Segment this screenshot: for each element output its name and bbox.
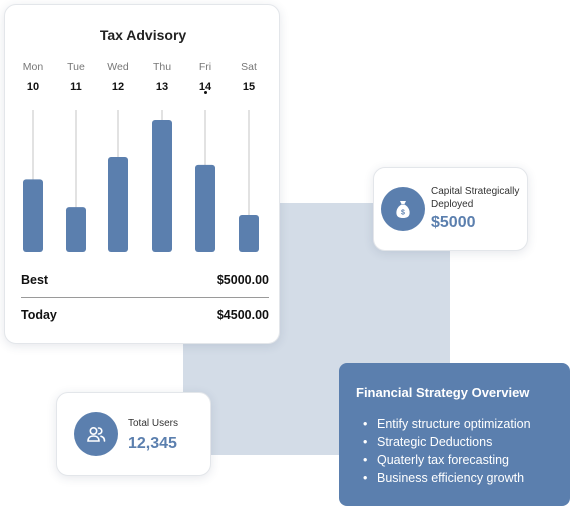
day-name: Tue — [67, 61, 85, 73]
day-name: Sat — [241, 61, 257, 73]
list-item: Strategic Deductions — [363, 433, 531, 451]
selected-day-dot — [204, 91, 207, 94]
day-tue[interactable]: Tue 11 — [56, 61, 96, 93]
list-item: Business efficiency growth — [363, 469, 531, 487]
list-item: Quaterly tax forecasting — [363, 451, 531, 469]
strategy-title: Financial Strategy Overview — [356, 385, 530, 400]
day-name: Fri — [198, 61, 212, 73]
today-row: Today $4500.00 — [21, 308, 269, 322]
day-number: 12 — [111, 81, 125, 93]
capital-value: $5000 — [431, 214, 476, 231]
day-wed[interactable]: Wed 12 — [98, 61, 138, 93]
total-users-card: Total Users 12,345 — [56, 392, 211, 476]
strategy-list: Entify structure optimization Strategic … — [363, 415, 531, 487]
users-icon — [74, 412, 118, 456]
day-sat[interactable]: Sat 15 — [229, 61, 269, 93]
best-value: $5000.00 — [216, 273, 269, 287]
bar-thu[interactable] — [152, 120, 172, 252]
list-item: Entify structure optimization — [363, 415, 531, 433]
bar-sat[interactable] — [239, 215, 259, 252]
money-bag-icon: $ — [381, 187, 425, 231]
users-value: 12,345 — [128, 435, 177, 452]
users-label: Total Users — [128, 418, 179, 429]
best-row: Best $5000.00 — [21, 273, 269, 287]
day-number: 13 — [155, 81, 169, 93]
bar-mon[interactable] — [23, 179, 43, 252]
capital-label: Capital Strategically Deployed — [431, 186, 520, 210]
day-fri[interactable]: Fri 14 — [185, 61, 225, 93]
day-name: Wed — [107, 61, 129, 73]
svg-text:$: $ — [401, 210, 405, 217]
bar-fri[interactable] — [195, 164, 215, 252]
day-name: Mon — [22, 61, 44, 73]
today-label: Today — [21, 308, 57, 322]
tax-advisory-card: Tax Advisory Mon 10 Tue 11 Wed 12 Thu 13… — [4, 4, 280, 344]
bar-chart — [23, 110, 259, 252]
strategy-overview-panel: Financial Strategy Overview Entify struc… — [339, 363, 570, 506]
today-value: $4500.00 — [216, 308, 269, 322]
divider — [21, 297, 269, 298]
day-thu[interactable]: Thu 13 — [142, 61, 182, 93]
bar-tue[interactable] — [66, 207, 86, 252]
day-number: 11 — [70, 81, 82, 93]
bar-wed[interactable] — [108, 156, 128, 252]
day-number: 14 — [198, 81, 212, 93]
capital-card: $ Capital Strategically Deployed $5000 — [373, 167, 528, 251]
card-title: Tax Advisory — [99, 27, 187, 43]
day-number: 15 — [242, 81, 256, 93]
day-name: Thu — [152, 61, 172, 73]
day-number: 10 — [26, 81, 40, 93]
best-label: Best — [21, 273, 49, 287]
day-mon[interactable]: Mon 10 — [13, 61, 53, 93]
